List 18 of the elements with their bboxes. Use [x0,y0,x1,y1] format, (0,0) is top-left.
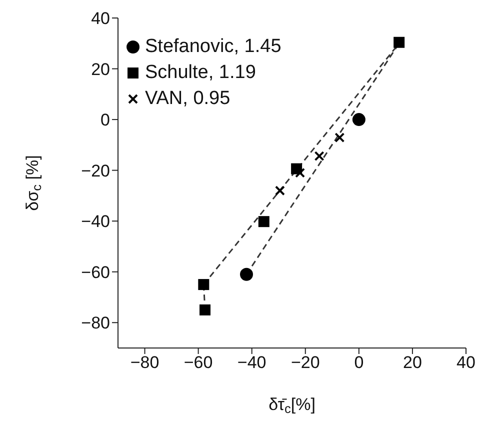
x-tick-label: −40 [237,353,266,372]
y-tick-label: 20 [91,60,110,79]
y-tick-label: −40 [81,212,110,232]
y-tick-label: 0 [100,110,110,130]
y-tick-label: −80 [81,314,110,333]
x-tick-label: 0 [354,353,364,372]
y-tick-label: −20 [81,161,110,180]
legend-label: Stefanovic, 1.45 [145,36,282,58]
y-tick-label: 40 [91,9,110,28]
y-tick-label: −60 [81,262,110,282]
legend-label: Schulte, 1.19 [145,62,256,84]
legend-label: VAN, 0.95 [145,88,230,110]
x-tick-label: −20 [290,353,320,372]
x-tick-label: 20 [403,353,422,372]
x-tick-label: 40 [456,353,476,372]
x-axis-title: δτ̄$_{c}$[%] [268,395,316,416]
x-tick-label: −60 [184,353,213,372]
x-tick-label: −80 [130,353,160,372]
